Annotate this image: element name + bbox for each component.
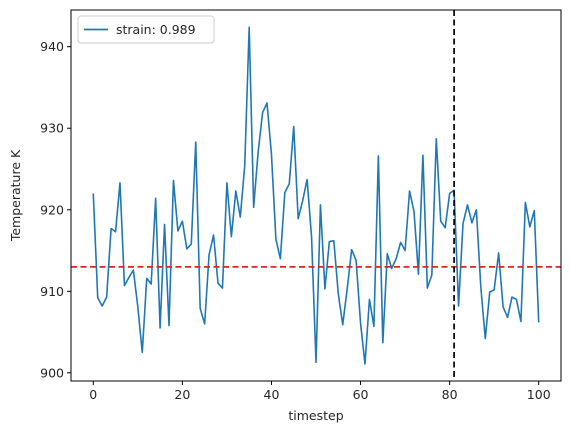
y-tick-label: 930 <box>40 121 64 136</box>
legend: strain: 0.989 <box>77 15 215 44</box>
series-line-0 <box>92 26 540 365</box>
plot-frame <box>70 9 562 382</box>
x-tick-label: 60 <box>353 387 369 402</box>
x-tick-label: 40 <box>264 387 280 402</box>
legend-box <box>77 15 215 44</box>
y-axis-ticks: 900 910 920 930 940 <box>40 39 71 380</box>
x-tick-label: 0 <box>89 387 97 402</box>
y-tick-label: 920 <box>40 202 64 217</box>
x-tick-label: 100 <box>527 387 551 402</box>
x-tick-label: 80 <box>442 387 458 402</box>
x-axis-ticks: 0 20 40 60 80 100 <box>89 381 551 402</box>
legend-label-strain: strain: 0.989 <box>116 22 196 37</box>
y-tick-label: 900 <box>40 365 64 380</box>
x-tick-label: 20 <box>174 387 190 402</box>
y-axis-label: Temperature K <box>8 149 23 242</box>
y-tick-label: 940 <box>40 39 64 54</box>
y-tick-label: 910 <box>40 284 64 299</box>
x-axis-label: timestep <box>288 408 343 423</box>
